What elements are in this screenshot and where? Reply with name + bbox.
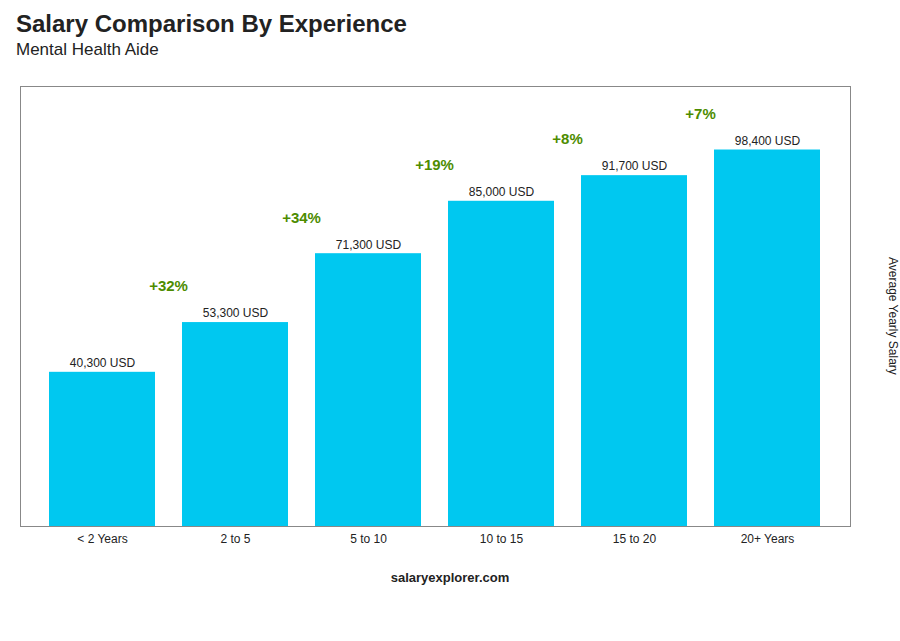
svg-text:2 to 5: 2 to 5 (220, 532, 250, 546)
svg-text:+19%: +19% (415, 156, 454, 173)
html-text:Mental Health Aide: Mental Health Aide (16, 40, 159, 59)
svg-text:40,300 USD: 40,300 USD (70, 356, 136, 370)
svg-text:15 to 20: 15 to 20 (613, 532, 657, 546)
svg-text:+7%: +7% (685, 105, 715, 122)
svg-text:5 to 10: 5 to 10 (350, 532, 387, 546)
svg-text:98,400 USD: 98,400 USD (735, 134, 801, 148)
svg-text:71,300 USD: 71,300 USD (336, 238, 402, 252)
svg-text:< 2 Years: < 2 Years (77, 532, 127, 546)
html-text:salaryexplorer.com: salaryexplorer.com (390, 570, 510, 585)
html-text:Average Yearly Salary: Average Yearly Salary (886, 257, 900, 375)
svg-text:+8%: +8% (552, 130, 582, 147)
svg-text:+34%: +34% (282, 209, 321, 226)
svg-text:91,700 USD: 91,700 USD (602, 159, 668, 173)
svg-text:20+ Years: 20+ Years (741, 532, 795, 546)
html-text:Salary Comparison By Experienc: Salary Comparison By Experience (16, 10, 407, 37)
svg-text:85,000 USD: 85,000 USD (469, 185, 535, 199)
svg-text:53,300 USD: 53,300 USD (203, 306, 269, 320)
svg-text:10 to 15: 10 to 15 (480, 532, 524, 546)
svg-text:+32%: +32% (149, 277, 188, 294)
